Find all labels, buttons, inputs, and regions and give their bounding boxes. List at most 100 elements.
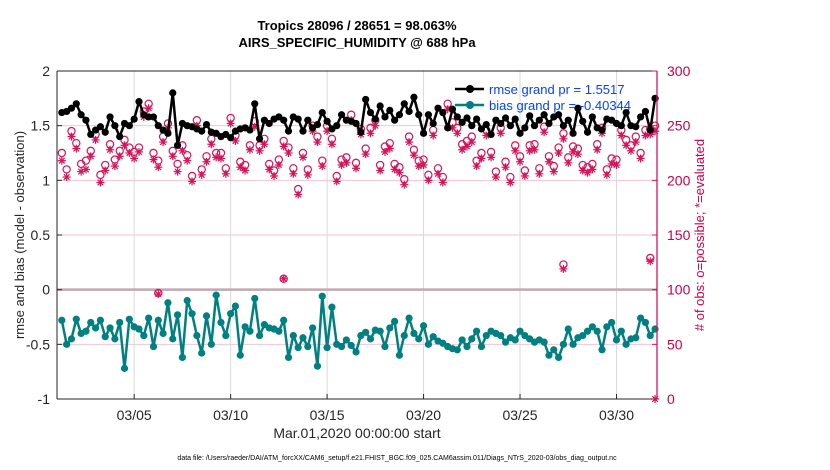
star-stroke xyxy=(386,145,394,152)
bias-point xyxy=(583,327,592,335)
obs-possible-marker xyxy=(81,156,91,165)
bias-point xyxy=(183,297,191,305)
bias-point xyxy=(482,331,490,340)
obs-evaluated-marker xyxy=(631,138,640,147)
star-stroke xyxy=(362,150,369,158)
star-stroke xyxy=(376,167,384,174)
bias-point xyxy=(545,351,553,359)
rmse-point xyxy=(381,113,389,121)
bias-point xyxy=(612,336,621,344)
rmse-point xyxy=(501,114,510,122)
obs-evaluated-marker xyxy=(617,131,626,140)
obs-evaluated-marker xyxy=(255,146,264,155)
obs-evaluated-marker xyxy=(110,162,119,171)
obs-evaluated-marker xyxy=(154,290,163,299)
rmse-point xyxy=(400,100,408,108)
y-tick-label: -1 xyxy=(38,391,51,407)
obs-evaluated-marker xyxy=(294,190,303,199)
obs-evaluated-marker xyxy=(332,177,341,186)
star-stroke xyxy=(97,179,104,186)
rmse-point xyxy=(101,128,109,136)
bias-point xyxy=(501,338,510,346)
bias-point xyxy=(550,346,558,354)
obs-evaluated-marker xyxy=(385,144,394,153)
star-stroke xyxy=(627,147,635,155)
rmse-point xyxy=(540,111,548,119)
star-stroke xyxy=(502,163,509,171)
bias-point xyxy=(178,353,187,362)
rmse-point xyxy=(202,120,211,129)
bias-point xyxy=(405,314,413,322)
star-stroke xyxy=(212,154,220,161)
legend: rmse grand pr = 1.5517 bias grand pr = -… xyxy=(455,82,631,113)
obs-evaluated-marker xyxy=(81,165,90,174)
rmse-point xyxy=(579,117,587,125)
rmse-point xyxy=(444,124,452,132)
star-stroke xyxy=(198,171,205,179)
rmse-point xyxy=(67,104,76,112)
obs-evaluated-marker xyxy=(231,136,240,145)
rmse-point xyxy=(72,100,80,108)
rmse-point xyxy=(366,108,375,117)
star-stroke xyxy=(579,167,586,174)
y2-tick-label: 300 xyxy=(667,63,691,79)
y2-tick-label: 150 xyxy=(667,227,691,243)
bias-point xyxy=(410,329,418,337)
obs-evaluated-marker xyxy=(178,146,187,155)
obs-evaluated-marker xyxy=(506,178,515,187)
rmse-point xyxy=(251,100,259,108)
star-stroke xyxy=(405,138,413,146)
rmse-point xyxy=(516,129,524,137)
star-stroke xyxy=(155,290,162,298)
bias-point xyxy=(198,349,206,357)
star-stroke xyxy=(63,173,70,181)
bias-point xyxy=(72,315,80,323)
rmse-point xyxy=(482,120,490,129)
bias-point xyxy=(125,315,133,323)
obs-evaluated-marker xyxy=(216,154,225,163)
bias-point xyxy=(497,331,505,340)
obs-evaluated-marker xyxy=(501,163,510,172)
bias-point xyxy=(424,340,432,348)
x-tick-label: 03/25 xyxy=(502,407,537,423)
obs-evaluated-marker xyxy=(149,155,158,164)
star-stroke xyxy=(507,179,514,186)
obs-evaluated-marker xyxy=(400,180,409,189)
star-stroke xyxy=(420,161,427,169)
rmse-point xyxy=(473,115,481,123)
x-tick-label: 03/10 xyxy=(213,407,248,423)
bias-point xyxy=(362,328,370,336)
star-stroke xyxy=(58,157,66,164)
obs-evaluated-marker xyxy=(144,104,153,113)
star-stroke xyxy=(516,158,524,165)
star-stroke xyxy=(270,172,278,180)
obs-evaluated-marker xyxy=(573,150,582,159)
bias-point xyxy=(304,342,312,351)
bias-point xyxy=(313,362,322,370)
bias-point xyxy=(280,316,288,324)
rmse-point xyxy=(448,105,457,113)
rmse-point xyxy=(530,122,539,130)
rmse-point xyxy=(487,130,495,139)
star-stroke xyxy=(299,154,307,161)
star-stroke xyxy=(608,160,615,168)
obs-evaluated-marker xyxy=(458,145,467,154)
bias-point xyxy=(429,333,437,341)
rmse-point xyxy=(376,102,384,110)
bias-point xyxy=(241,323,249,331)
bias-point xyxy=(101,333,109,341)
rmse-point xyxy=(545,119,553,128)
bias-point xyxy=(381,342,389,351)
obs-evaluated-marker xyxy=(72,144,81,153)
rmse-point xyxy=(313,120,322,129)
star-stroke xyxy=(647,258,654,265)
rmse-point xyxy=(395,111,404,119)
bias-point xyxy=(202,312,211,320)
star-stroke xyxy=(275,161,283,169)
rmse-point xyxy=(227,134,235,142)
star-stroke xyxy=(574,150,582,158)
star-stroke xyxy=(150,156,157,163)
obs-evaluated-marker xyxy=(438,178,447,187)
bias-point xyxy=(159,329,167,337)
rmse-point xyxy=(135,98,143,106)
